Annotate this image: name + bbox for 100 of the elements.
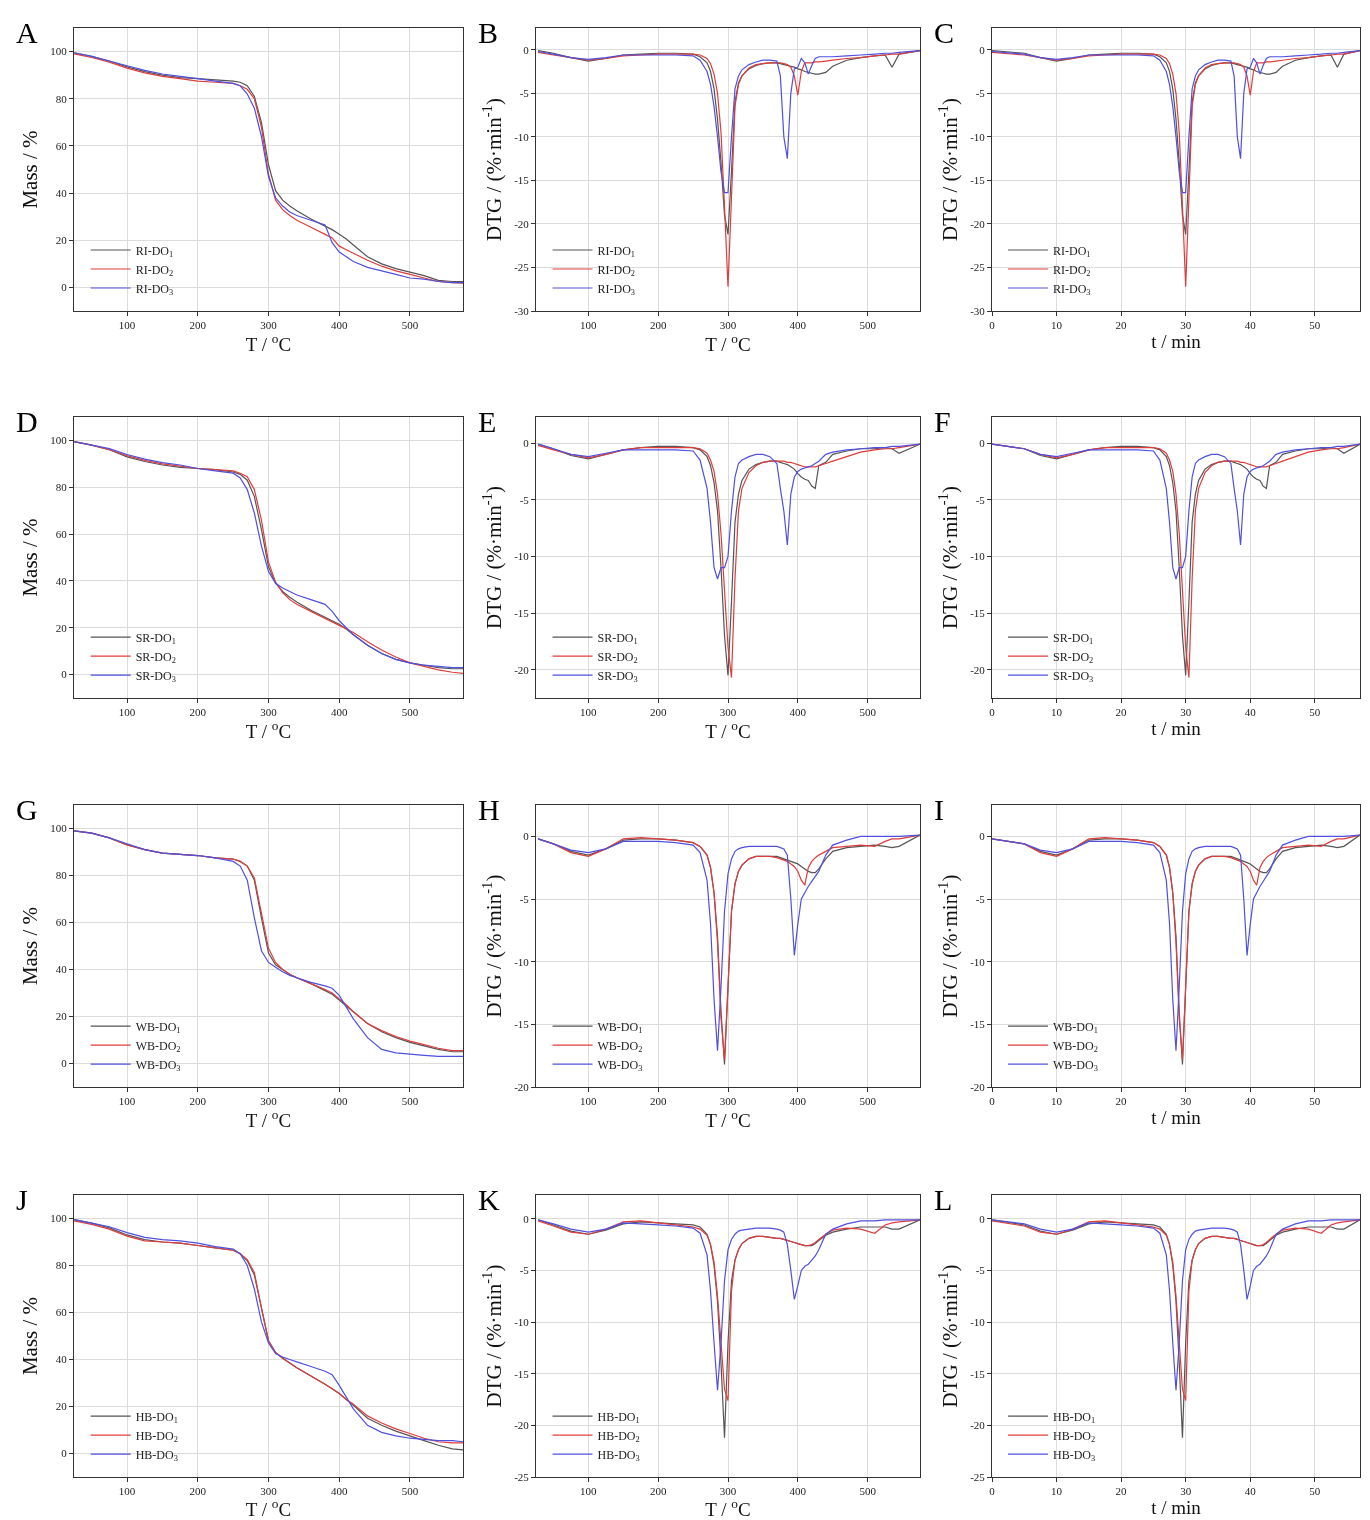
legend-label: HB-DO$_{2}$ bbox=[1053, 1428, 1096, 1445]
chart-title: F bbox=[934, 405, 951, 438]
x-tick-label: 300 bbox=[260, 706, 278, 719]
y-tick-label: -10 bbox=[514, 130, 530, 143]
x-tick-label: 200 bbox=[649, 1095, 667, 1108]
legend-label: RI-DO$_{1}$ bbox=[1053, 243, 1091, 260]
x-tick-label: 30 bbox=[1180, 706, 1192, 719]
x-tick-label: 200 bbox=[649, 1485, 667, 1498]
x-tick-label: 300 bbox=[260, 319, 278, 332]
chart-title: K bbox=[478, 1183, 500, 1216]
legend-label: SR-DO$_{1}$ bbox=[135, 630, 176, 647]
chart-title: J bbox=[16, 1183, 28, 1216]
y-tick-label: 0 bbox=[523, 830, 530, 843]
x-axis-title: T / $^{o}$C bbox=[245, 1107, 292, 1132]
y-tick-label: 20 bbox=[55, 1010, 68, 1023]
x-tick-label: 50 bbox=[1309, 1485, 1321, 1498]
chart-title: L bbox=[934, 1183, 953, 1216]
y-tick-label: -30 bbox=[514, 304, 530, 317]
y-tick-label: 0 bbox=[61, 668, 68, 681]
y-tick-label: 80 bbox=[55, 869, 68, 882]
x-tick-label: 10 bbox=[1051, 1095, 1063, 1108]
y-tick-label: 20 bbox=[55, 1400, 68, 1413]
x-tick-label: 0 bbox=[989, 706, 996, 719]
y-tick-label: -5 bbox=[975, 493, 986, 506]
x-tick-label: 500 bbox=[859, 319, 877, 332]
legend-label: WB-DO$_{3}$ bbox=[135, 1057, 181, 1074]
y-tick-label: 0 bbox=[979, 43, 986, 56]
y-tick-label: 100 bbox=[50, 822, 68, 835]
x-tick-label: 500 bbox=[859, 706, 877, 719]
chart-title: D bbox=[16, 405, 38, 438]
y-tick-label: 0 bbox=[523, 1212, 530, 1225]
x-tick-label: 40 bbox=[1244, 1485, 1257, 1498]
y-tick-label: 80 bbox=[55, 481, 68, 494]
legend-label: WB-DO$_{1}$ bbox=[1053, 1019, 1098, 1036]
y-tick-label: 100 bbox=[50, 45, 68, 58]
x-tick-label: 40 bbox=[1244, 706, 1257, 719]
x-tick-label: 300 bbox=[719, 1095, 737, 1108]
y-tick-label: -20 bbox=[970, 663, 986, 676]
y-tick-label: 40 bbox=[55, 186, 68, 199]
x-axis-title: t / min bbox=[1151, 718, 1202, 740]
x-tick-label: 400 bbox=[789, 706, 807, 719]
x-tick-label: 400 bbox=[330, 319, 348, 332]
x-tick-label: 20 bbox=[1115, 706, 1128, 719]
y-tick-label: 100 bbox=[50, 434, 68, 447]
x-tick-label: 100 bbox=[580, 1095, 598, 1108]
x-tick-label: 20 bbox=[1115, 1095, 1128, 1108]
y-tick-label: -10 bbox=[514, 550, 530, 563]
y-tick-label: 0 bbox=[979, 1212, 986, 1225]
x-tick-label: 100 bbox=[580, 319, 598, 332]
x-axis-title: T / $^{o}$C bbox=[245, 718, 292, 743]
y-tick-label: -10 bbox=[970, 550, 986, 563]
legend-label: HB-DO$_{3}$ bbox=[1053, 1447, 1096, 1464]
y-tick-label: -30 bbox=[970, 304, 986, 317]
y-tick-label: -20 bbox=[514, 663, 530, 676]
x-tick-label: 10 bbox=[1051, 319, 1063, 332]
y-tick-label: -15 bbox=[970, 1018, 986, 1031]
y-tick-label: 20 bbox=[55, 621, 68, 634]
x-tick-label: 30 bbox=[1180, 1485, 1192, 1498]
chart-title: G bbox=[16, 793, 38, 826]
y-tick-label: 0 bbox=[523, 436, 530, 449]
x-tick-label: 20 bbox=[1115, 1485, 1128, 1498]
legend-label: RI-DO$_{2}$ bbox=[1053, 262, 1091, 279]
y-tick-label: -10 bbox=[970, 955, 986, 968]
x-tick-label: 400 bbox=[330, 1095, 348, 1108]
x-tick-label: 400 bbox=[330, 1485, 348, 1498]
legend-label: WB-DO$_{1}$ bbox=[135, 1019, 181, 1036]
legend-label: HB-DO$_{2}$ bbox=[597, 1428, 640, 1445]
x-axis-title: t / min bbox=[1151, 1107, 1202, 1129]
y-tick-label: -10 bbox=[514, 955, 530, 968]
legend-label: RI-DO$_{1}$ bbox=[135, 243, 174, 260]
y-tick-label: -20 bbox=[514, 1419, 530, 1432]
x-tick-label: 200 bbox=[649, 319, 667, 332]
chart-title: H bbox=[478, 793, 500, 826]
y-tick-label: -5 bbox=[519, 87, 530, 100]
x-tick-label: 400 bbox=[789, 1095, 807, 1108]
y-tick-label: -15 bbox=[514, 1018, 530, 1031]
y-tick-label: 40 bbox=[55, 574, 68, 587]
y-tick-label: -5 bbox=[975, 892, 986, 905]
chart-title: I bbox=[934, 793, 944, 826]
x-tick-label: 200 bbox=[649, 706, 667, 719]
legend-label: WB-DO$_{3}$ bbox=[1053, 1057, 1098, 1074]
legend-label: RI-DO$_{2}$ bbox=[597, 262, 636, 279]
chart-title: B bbox=[478, 16, 499, 49]
y-tick-label: 0 bbox=[61, 1447, 68, 1460]
x-tick-label: 400 bbox=[330, 706, 348, 719]
legend-label: HB-DO$_{1}$ bbox=[135, 1409, 178, 1426]
x-tick-label: 0 bbox=[989, 319, 996, 332]
y-tick-label: -5 bbox=[519, 493, 530, 506]
y-tick-label: -15 bbox=[514, 1367, 530, 1380]
legend-label: SR-DO$_{2}$ bbox=[597, 649, 638, 666]
legend-label: SR-DO$_{3}$ bbox=[1053, 668, 1094, 685]
legend-label: WB-DO$_{2}$ bbox=[597, 1038, 643, 1055]
x-tick-label: 500 bbox=[401, 319, 419, 332]
x-axis-title: T / $^{o}$C bbox=[705, 1496, 751, 1520]
y-tick-label: 0 bbox=[979, 436, 986, 449]
x-tick-label: 0 bbox=[989, 1095, 996, 1108]
y-tick-label: -10 bbox=[970, 130, 986, 143]
legend-label: HB-DO$_{3}$ bbox=[597, 1447, 640, 1464]
chart-title: A bbox=[16, 16, 38, 49]
x-tick-label: 50 bbox=[1309, 319, 1321, 332]
